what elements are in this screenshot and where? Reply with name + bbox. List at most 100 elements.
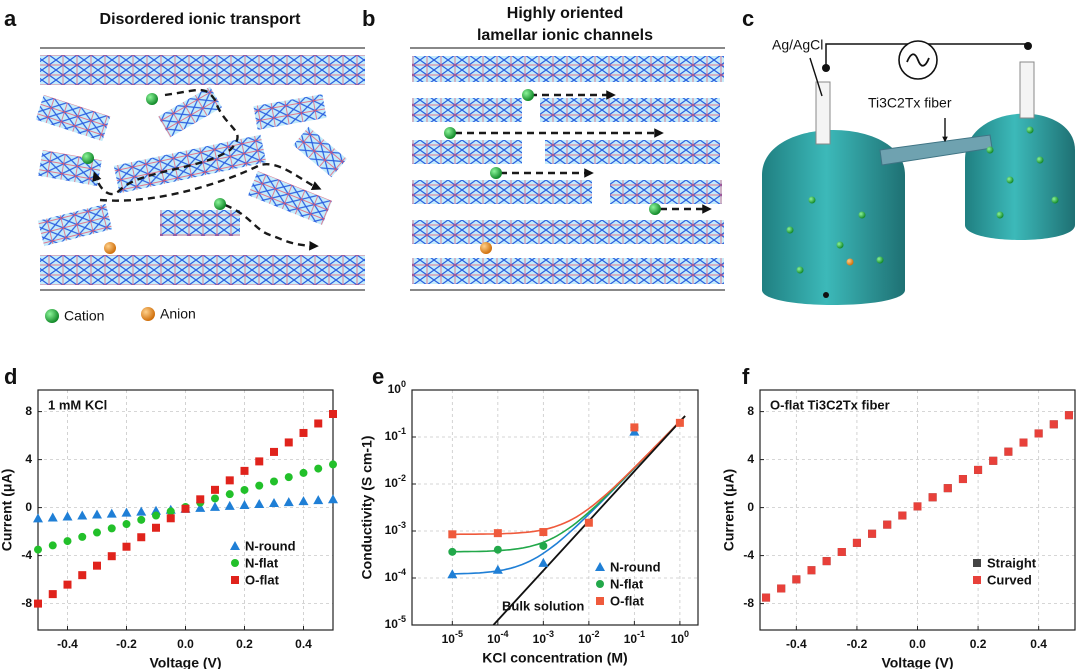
- legend-marker: [141, 307, 155, 321]
- data-point: [792, 575, 801, 584]
- legend-label: O-flat: [610, 593, 645, 608]
- data-point: [211, 485, 219, 494]
- bulk-label: Bulk solution: [502, 598, 584, 613]
- y-tick-label: 10-5: [385, 614, 406, 631]
- data-point: [48, 590, 57, 599]
- data-point: [196, 495, 205, 504]
- panel-title: lamellar ionic channels: [477, 27, 653, 44]
- graphic: 10: [385, 617, 399, 631]
- data-point: [807, 566, 816, 575]
- annotation: 1 mM KCl: [48, 397, 107, 412]
- data-point: [240, 485, 249, 494]
- data-point: [34, 545, 42, 554]
- x-tick-label: 10-5: [442, 629, 463, 646]
- x-tick-label: -0.4: [57, 637, 78, 651]
- data-point: [239, 499, 250, 509]
- data-point: [62, 511, 73, 521]
- layer: [37, 203, 113, 247]
- ion: [986, 146, 994, 154]
- graphic: 10: [385, 523, 399, 537]
- cation: [214, 198, 226, 210]
- ion: [1006, 176, 1014, 184]
- data-point: [225, 490, 234, 499]
- y-tick-label: 8: [25, 404, 32, 418]
- x-axis-label: KCl concentration (M): [482, 650, 627, 666]
- layer: [158, 86, 222, 138]
- cation: [82, 152, 94, 164]
- data-point: [63, 537, 72, 546]
- data-point: [630, 423, 639, 432]
- legend-marker: [973, 559, 981, 567]
- layer: [610, 180, 722, 204]
- terminal: [1024, 42, 1032, 50]
- legend-marker: [230, 541, 240, 550]
- data-point: [493, 545, 502, 554]
- y-tick-label: 100: [388, 379, 406, 396]
- ion: [786, 226, 794, 234]
- cation: [649, 203, 661, 215]
- ion: [1026, 126, 1034, 134]
- graphic: -3: [398, 520, 406, 530]
- x-tick-label: 0.2: [236, 637, 253, 651]
- ion: [823, 292, 829, 298]
- x-tick-label: 10-4: [487, 629, 508, 646]
- ion-legend: Cation Anion: [45, 306, 196, 324]
- data-point: [329, 410, 337, 418]
- data-point: [1019, 438, 1028, 447]
- layer: [40, 55, 365, 85]
- y-tick-label: -8: [743, 596, 754, 610]
- y-tick-label: 10-3: [385, 520, 406, 537]
- data-point: [270, 477, 278, 486]
- layer: [412, 258, 724, 284]
- y-tick-label: 4: [25, 452, 32, 466]
- data-point: [48, 541, 57, 550]
- x-tick-label: 100: [671, 629, 689, 646]
- x-tick-label: -0.2: [116, 637, 137, 651]
- ion: [846, 258, 854, 266]
- data-point: [493, 529, 502, 538]
- graphic: 10: [624, 632, 638, 646]
- graphic: 10: [442, 632, 456, 646]
- data-point: [93, 528, 101, 537]
- layer: [160, 210, 240, 236]
- electrode-label: Ag/AgCl: [772, 37, 823, 53]
- graphic: 0: [401, 379, 406, 389]
- legend-label: N-round: [610, 559, 661, 574]
- panel-label: c: [742, 6, 754, 31]
- data-point: [33, 513, 43, 523]
- panel-label: a: [4, 6, 17, 31]
- data-point: [1064, 411, 1073, 420]
- reservoir: [965, 113, 1075, 240]
- legend-marker: [231, 559, 239, 567]
- y-tick-label: 4: [747, 452, 754, 466]
- data-point: [77, 510, 88, 520]
- ac-symbol: [906, 53, 930, 67]
- ion: [858, 211, 866, 219]
- data-point: [255, 457, 264, 466]
- legend-marker: [596, 597, 604, 605]
- data-point: [313, 495, 324, 505]
- y-axis-label: Current (μA): [0, 469, 15, 551]
- layer: [253, 94, 327, 130]
- legend-label: Curved: [987, 572, 1032, 587]
- panel-title: Disordered ionic transport: [100, 11, 302, 28]
- x-tick-label: 0.4: [1030, 637, 1047, 651]
- data-point: [107, 552, 116, 561]
- ion: [796, 266, 804, 274]
- data-point: [328, 494, 338, 504]
- pointer: [809, 57, 823, 97]
- layer: [412, 98, 522, 122]
- legend-label: Straight: [987, 555, 1037, 570]
- panel-title: Highly oriented: [507, 5, 623, 22]
- ion: [876, 256, 884, 264]
- y-axis-label: Current (μA): [721, 469, 737, 551]
- data-point: [852, 538, 861, 547]
- data-point: [299, 428, 308, 437]
- layer: [412, 180, 592, 204]
- graphic: -5: [455, 629, 463, 639]
- anion: [480, 242, 492, 254]
- legend-label: N-flat: [245, 555, 279, 570]
